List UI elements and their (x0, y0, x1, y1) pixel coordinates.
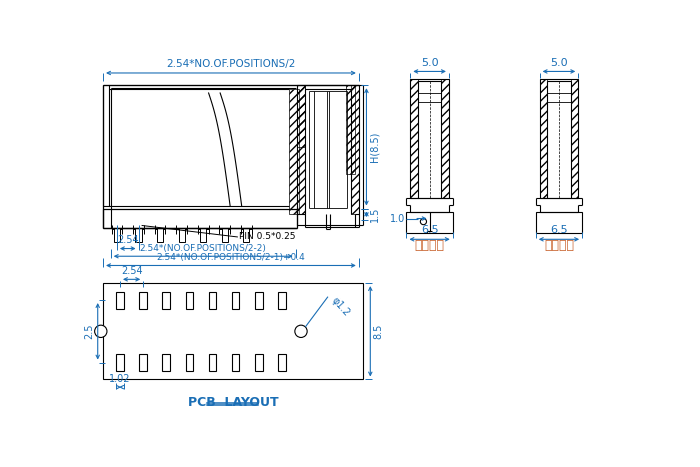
Bar (162, 354, 170, 371)
Bar (186, 354, 193, 371)
Text: 2.5: 2.5 (85, 324, 95, 339)
Text: 1.5: 1.5 (370, 206, 379, 222)
Text: 无定位柱: 无定位柱 (544, 240, 574, 252)
Bar (135, 228, 141, 241)
Text: 带定位柱: 带定位柱 (414, 240, 444, 252)
Text: H(8.5): H(8.5) (370, 132, 379, 162)
Bar (232, 292, 239, 309)
Bar (297, 85, 304, 147)
Bar (209, 292, 216, 309)
Bar (407, 212, 453, 233)
Bar (441, 79, 449, 198)
Text: PCB  LAYOUT: PCB LAYOUT (188, 396, 278, 410)
Bar (346, 85, 355, 174)
Circle shape (420, 219, 426, 225)
Bar (351, 85, 358, 214)
Text: φ1.2: φ1.2 (330, 295, 351, 318)
Text: 6.5: 6.5 (421, 226, 438, 235)
Bar (232, 354, 239, 371)
Bar (162, 292, 170, 309)
Bar (116, 354, 124, 371)
Bar (200, 228, 206, 241)
Text: 2.54: 2.54 (117, 235, 139, 246)
Bar (178, 228, 185, 241)
Text: 1.02: 1.02 (109, 374, 131, 384)
Bar (297, 85, 304, 214)
Bar (278, 354, 286, 371)
Text: 5.0: 5.0 (421, 57, 438, 68)
Bar (209, 354, 216, 371)
Circle shape (94, 325, 107, 338)
Text: 8.5: 8.5 (373, 324, 384, 339)
Text: 1.0: 1.0 (390, 213, 405, 224)
Bar (278, 292, 286, 309)
Bar (244, 228, 249, 241)
Bar (139, 292, 147, 309)
Bar (186, 292, 193, 309)
Bar (255, 292, 262, 309)
Text: 5.0: 5.0 (550, 57, 568, 68)
Circle shape (295, 325, 307, 338)
Bar (540, 79, 547, 198)
Bar (290, 89, 299, 214)
Text: 2.54: 2.54 (121, 266, 142, 276)
Bar (116, 292, 124, 309)
Bar (222, 228, 228, 241)
Bar (410, 79, 418, 198)
Bar (103, 283, 363, 380)
Bar (255, 354, 262, 371)
Text: 2.54*(NO.OF.POSITIONS/2-2): 2.54*(NO.OF.POSITIONS/2-2) (140, 244, 267, 253)
Text: 2.54*(NO.OF.POSITIONS/2-1)+0.4: 2.54*(NO.OF.POSITIONS/2-1)+0.4 (157, 254, 305, 262)
Bar (114, 228, 120, 241)
Bar (536, 212, 582, 233)
Bar (157, 228, 163, 241)
Text: 6.5: 6.5 (550, 226, 568, 235)
Bar (570, 79, 578, 198)
Bar (139, 354, 147, 371)
Text: 2.54*NO.OF.POSITIONS/2: 2.54*NO.OF.POSITIONS/2 (166, 59, 295, 69)
Text: PIN 0.5*0.25: PIN 0.5*0.25 (239, 233, 296, 241)
